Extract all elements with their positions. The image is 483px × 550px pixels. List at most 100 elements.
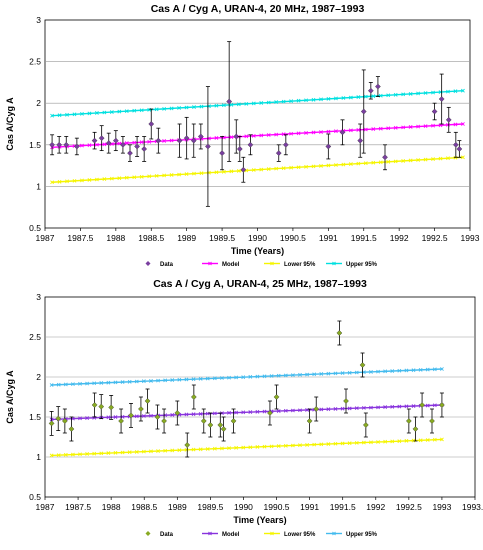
model-series-marker	[276, 409, 281, 413]
model-series-marker	[411, 404, 416, 408]
upper-95-series-marker	[371, 94, 376, 99]
x-tick-label: 1992	[390, 233, 409, 243]
model-series-marker	[386, 126, 391, 131]
legend-label: Upper 95%	[346, 262, 378, 268]
legend-label: Model	[222, 262, 240, 268]
data-point	[217, 422, 224, 428]
data-point	[48, 420, 55, 427]
model-series-marker	[162, 139, 167, 143]
x-tick-label: 1991	[300, 502, 319, 512]
lower-95-series-marker	[99, 451, 104, 456]
x-tick-label: 1993.5	[462, 502, 483, 512]
upper-95-series-marker	[236, 102, 241, 107]
upper-95-series-marker	[269, 374, 274, 378]
upper-95-series-marker	[127, 379, 132, 384]
model-series-marker	[290, 408, 295, 413]
upper-95-series-marker	[255, 374, 260, 379]
model-series-marker	[255, 409, 260, 414]
lower-95-series-marker	[241, 445, 246, 450]
model-series-marker	[361, 405, 366, 410]
lower-95-series-marker	[393, 159, 398, 164]
lower-95-series-marker	[255, 445, 260, 449]
x-tick-label: 1989.5	[209, 233, 235, 243]
upper-95-series-marker	[347, 370, 352, 375]
data-point	[220, 426, 227, 432]
upper-95-series-marker	[440, 367, 444, 371]
upper-95-series-marker	[170, 378, 175, 382]
lower-95-series-marker	[312, 442, 317, 447]
x-tick-label: 1990	[234, 502, 253, 512]
plot-area	[44, 296, 476, 498]
upper-95-series-marker	[220, 376, 224, 380]
upper-95-series-marker	[404, 368, 409, 373]
lower-95-series-marker	[356, 161, 361, 166]
lower-95-series-marker	[170, 448, 175, 453]
y-axis-label: Cas A/Cyg A	[5, 97, 15, 151]
lower-95-series-marker	[57, 179, 62, 184]
lower-95-series-marker	[102, 177, 107, 181]
lower-95-series-marker	[92, 451, 97, 456]
upper-95-series-marker	[460, 88, 465, 93]
data-point	[155, 137, 162, 144]
lower-95-series-marker	[220, 446, 224, 451]
data-point	[174, 410, 181, 416]
data-point	[431, 108, 438, 115]
upper-95-series-marker	[298, 372, 302, 377]
lower-95-series-marker	[72, 178, 77, 183]
lower-95-series-marker	[191, 447, 196, 452]
upper-95-series-marker	[418, 367, 423, 372]
lower-95-series-marker	[141, 449, 146, 454]
lower-95-series-marker	[347, 441, 352, 446]
upper-95-series-marker	[139, 108, 144, 113]
model-series-marker	[369, 405, 373, 410]
model-series-marker	[340, 406, 345, 411]
upper-95-series-marker	[290, 373, 295, 378]
upper-95-series-marker	[296, 98, 301, 103]
upper-95-series-marker	[453, 89, 458, 94]
x-tick-label: 1988.5	[138, 233, 164, 243]
legend-swatch-data	[145, 261, 151, 266]
upper-95-series-marker	[99, 381, 104, 385]
lower-95-series-marker	[423, 157, 428, 162]
model-series-marker	[170, 413, 175, 417]
data-point	[405, 418, 412, 424]
data-point	[219, 150, 225, 157]
model-series-marker	[393, 125, 398, 130]
lower-95-series-marker	[78, 452, 82, 457]
lower-95-series-marker	[416, 158, 421, 162]
lower-95-series-marker	[139, 174, 144, 179]
lower-95-series-marker	[371, 160, 376, 165]
x-tick-label: 1991.5	[351, 233, 377, 243]
lower-95-series-marker	[274, 166, 279, 171]
model-series-marker	[383, 405, 388, 410]
data-point	[336, 330, 343, 336]
lower-95-series-marker	[333, 441, 338, 446]
lower-95-series-marker	[251, 168, 256, 172]
data-point	[325, 143, 332, 150]
y-tick-label: 0.5	[29, 223, 41, 233]
legend-swatch-marker	[270, 261, 274, 266]
lower-95-series-marker	[369, 440, 373, 445]
lower-95-series-marker	[49, 453, 54, 458]
lower-95-series-marker	[214, 170, 219, 175]
model-series-marker	[147, 139, 152, 144]
lower-95-series-marker	[340, 441, 345, 446]
model-series-marker	[87, 143, 92, 148]
upper-95-series	[49, 367, 444, 387]
lower-95-series-marker	[453, 155, 458, 160]
model-series-marker	[460, 122, 465, 126]
model-series-marker	[244, 134, 249, 139]
lower-95-series-marker	[106, 451, 111, 455]
plot-area	[44, 19, 471, 229]
lower-95-series-marker	[177, 172, 181, 177]
upper-95-series-marker	[57, 113, 62, 118]
x-tick-label: 1993	[461, 233, 480, 243]
lower-95-series-marker	[326, 163, 331, 168]
data-point	[49, 141, 55, 148]
data-point	[360, 108, 367, 115]
lower-95-series-marker	[446, 156, 450, 161]
data-point	[120, 141, 126, 148]
upper-95-series-marker	[311, 97, 316, 102]
data-point	[343, 398, 349, 404]
lower-95-series-marker	[127, 450, 132, 455]
